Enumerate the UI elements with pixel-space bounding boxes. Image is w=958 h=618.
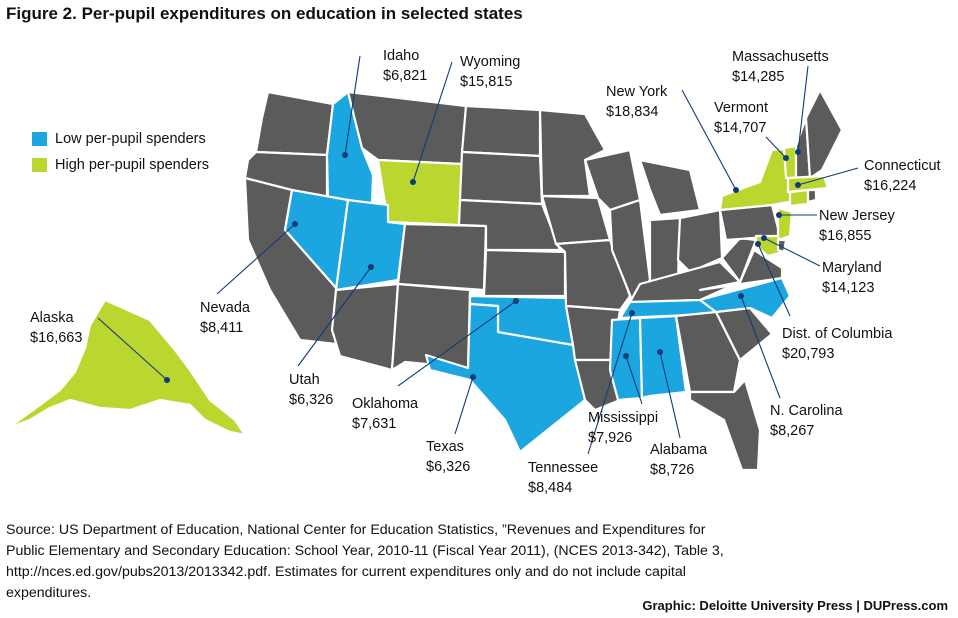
marker-utah xyxy=(368,264,374,270)
label-utah: Utah $6,326 xyxy=(289,372,334,408)
state-alaska xyxy=(6,298,247,437)
leader-wyoming xyxy=(412,61,453,183)
legend-low: Low per-pupil spenders xyxy=(32,131,206,147)
marker-nevada xyxy=(292,221,298,227)
leader-texas xyxy=(454,376,474,435)
state-connecticut xyxy=(788,188,810,208)
state-delaware xyxy=(776,238,788,254)
marker-maryland xyxy=(761,235,767,241)
state-south-dakota xyxy=(458,150,544,206)
label-alaska: Alaska $16,663 xyxy=(30,310,83,346)
state-vermont xyxy=(782,144,798,180)
state-pennsylvania xyxy=(718,203,782,242)
leader-nevada xyxy=(216,223,296,295)
marker-tennessee xyxy=(629,310,635,316)
marker-connecticut xyxy=(795,182,801,188)
label-dc: Dist. of Columbia $20,793 xyxy=(782,326,893,362)
state-washington xyxy=(254,90,335,157)
label-new-jersey: New Jersey $16,855 xyxy=(819,208,895,244)
leader-dc xyxy=(757,243,791,317)
marker-texas xyxy=(470,374,476,380)
state-rhode-island xyxy=(806,188,818,204)
state-indiana xyxy=(648,216,682,284)
state-kentucky xyxy=(628,260,742,304)
label-mississippi: Mississippi $7,926 xyxy=(588,410,659,446)
leader-new-york xyxy=(681,89,737,191)
leader-massachusetts xyxy=(797,65,809,153)
leader-mississippi xyxy=(625,355,643,405)
label-oklahoma: Oklahoma $7,631 xyxy=(352,396,419,432)
marker-wyoming xyxy=(410,179,416,185)
marker-alabama xyxy=(657,349,663,355)
state-kansas xyxy=(482,248,567,298)
label-maryland: Maryland $14,123 xyxy=(822,260,882,296)
label-texas: Texas $6,326 xyxy=(426,439,471,475)
leader-oklahoma xyxy=(397,300,517,387)
leader-maryland xyxy=(763,237,821,267)
marker-massachusetts xyxy=(795,149,801,155)
legend-low-label: Low per-pupil spenders xyxy=(55,131,206,147)
state-georgia xyxy=(674,310,742,394)
leader-tennessee xyxy=(587,312,633,455)
label-tennessee: Tennessee $8,484 xyxy=(528,460,599,496)
label-idaho: Idaho $6,821 xyxy=(383,48,428,84)
state-alabama xyxy=(638,314,688,400)
state-texas xyxy=(424,302,587,454)
label-nevada: Nevada $8,411 xyxy=(200,300,250,336)
label-connecticut: Connecticut $16,224 xyxy=(864,158,941,194)
state-virginia xyxy=(698,248,784,292)
leader-alabama xyxy=(659,351,681,439)
marker-mississippi xyxy=(623,353,629,359)
label-new-york: New York $18,834 xyxy=(606,84,668,120)
label-massachusetts: Massachusetts $14,285 xyxy=(732,49,829,85)
leader-north-carolina xyxy=(740,295,781,399)
marker-oklahoma xyxy=(513,298,519,304)
state-north-dakota xyxy=(460,104,542,158)
legend-low-swatch xyxy=(32,132,47,146)
state-montana xyxy=(346,90,468,166)
figure-title: Figure 2. Per-pupil expenditures on educ… xyxy=(6,4,523,23)
marker-vermont xyxy=(783,155,789,161)
marker-north-carolina xyxy=(738,293,744,299)
leader-connecticut xyxy=(797,167,859,186)
state-colorado xyxy=(396,222,488,292)
label-north-carolina: N. Carolina $8,267 xyxy=(770,403,843,439)
leader-alaska xyxy=(97,317,168,381)
state-michigan xyxy=(638,158,702,217)
source-note: Source: US Department of Education, Nati… xyxy=(6,522,724,601)
state-maine xyxy=(804,88,844,180)
label-alabama: Alabama $8,726 xyxy=(650,442,708,478)
marker-dc xyxy=(755,241,761,247)
label-vermont: Vermont $14,707 xyxy=(714,100,768,136)
state-florida xyxy=(688,378,762,472)
legend-high: High per-pupil spenders xyxy=(32,157,209,173)
state-wyoming xyxy=(376,158,464,227)
legend-high-swatch xyxy=(32,158,47,172)
marker-idaho xyxy=(342,152,348,158)
label-wyoming: Wyoming $15,815 xyxy=(460,54,521,90)
marker-alaska xyxy=(164,377,170,383)
leader-idaho xyxy=(344,55,361,156)
marker-new-york xyxy=(733,187,739,193)
leader-utah xyxy=(297,266,372,367)
leader-vermont xyxy=(765,136,787,159)
credit-line: Graphic: Deloitte University Press | DUP… xyxy=(642,598,948,613)
state-louisiana xyxy=(573,358,622,412)
marker-new-jersey xyxy=(776,212,782,218)
state-arizona xyxy=(330,282,400,372)
legend-high-label: High per-pupil spenders xyxy=(55,157,209,173)
